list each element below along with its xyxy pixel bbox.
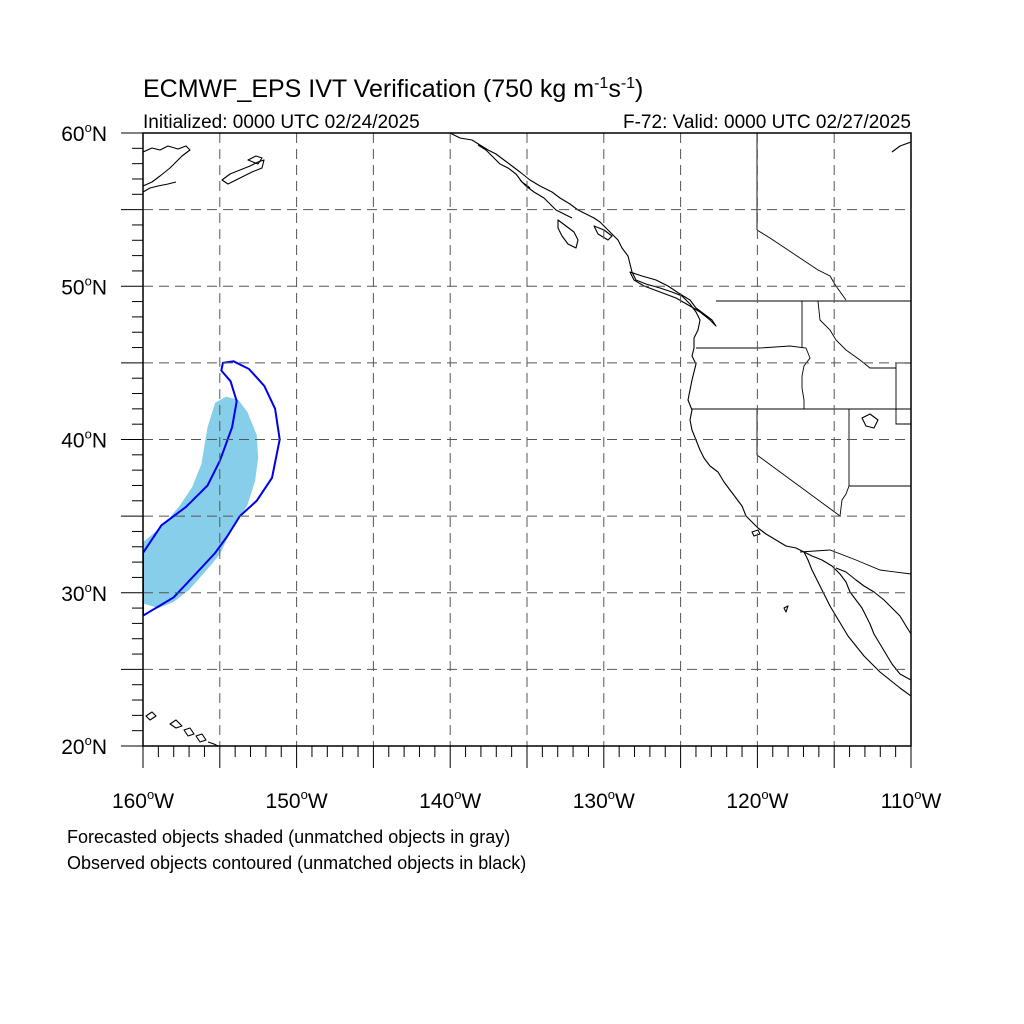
- longitude-label: 160oW: [112, 787, 174, 813]
- longitude-label: 140oW: [419, 787, 481, 813]
- axis-ticks: [121, 132, 912, 768]
- longitude-label: 150oW: [266, 787, 328, 813]
- coastline: [143, 133, 911, 746]
- latitude-label: 60oN: [61, 120, 107, 146]
- longitude-labels: 160oW 150oW 140oW 130oW 120oW 110oW: [112, 787, 942, 813]
- observed-object-contour: [143, 360, 281, 617]
- longitude-label: 110oW: [881, 787, 942, 813]
- latitude-label: 40oN: [61, 427, 107, 453]
- map-content: [143, 133, 911, 746]
- valid-time: F-72: Valid: 0000 UTC 02/27/2025: [623, 112, 911, 133]
- initialized-time: Initialized: 0000 UTC 02/24/2025: [143, 112, 420, 133]
- longitude-label: 120oW: [726, 787, 788, 813]
- legend-forecast-note: Forecasted objects shaded (unmatched obj…: [67, 827, 510, 847]
- figure-title: ECMWF_EPS IVT Verification (750 kg m-1s-…: [143, 75, 643, 103]
- forecast-object-shade: [143, 396, 259, 609]
- latitude-label: 30oN: [61, 580, 107, 606]
- longitude-label: 130oW: [573, 787, 635, 813]
- latitude-labels: 60oN 50oN 40oN 30oN 20oN: [61, 120, 107, 759]
- latitude-label: 50oN: [61, 273, 107, 299]
- political-borders: [692, 133, 911, 575]
- legend-observed-note: Observed objects contoured (unmatched ob…: [67, 853, 526, 873]
- latitude-label: 20oN: [61, 733, 107, 759]
- lat-lon-grid: [143, 133, 911, 746]
